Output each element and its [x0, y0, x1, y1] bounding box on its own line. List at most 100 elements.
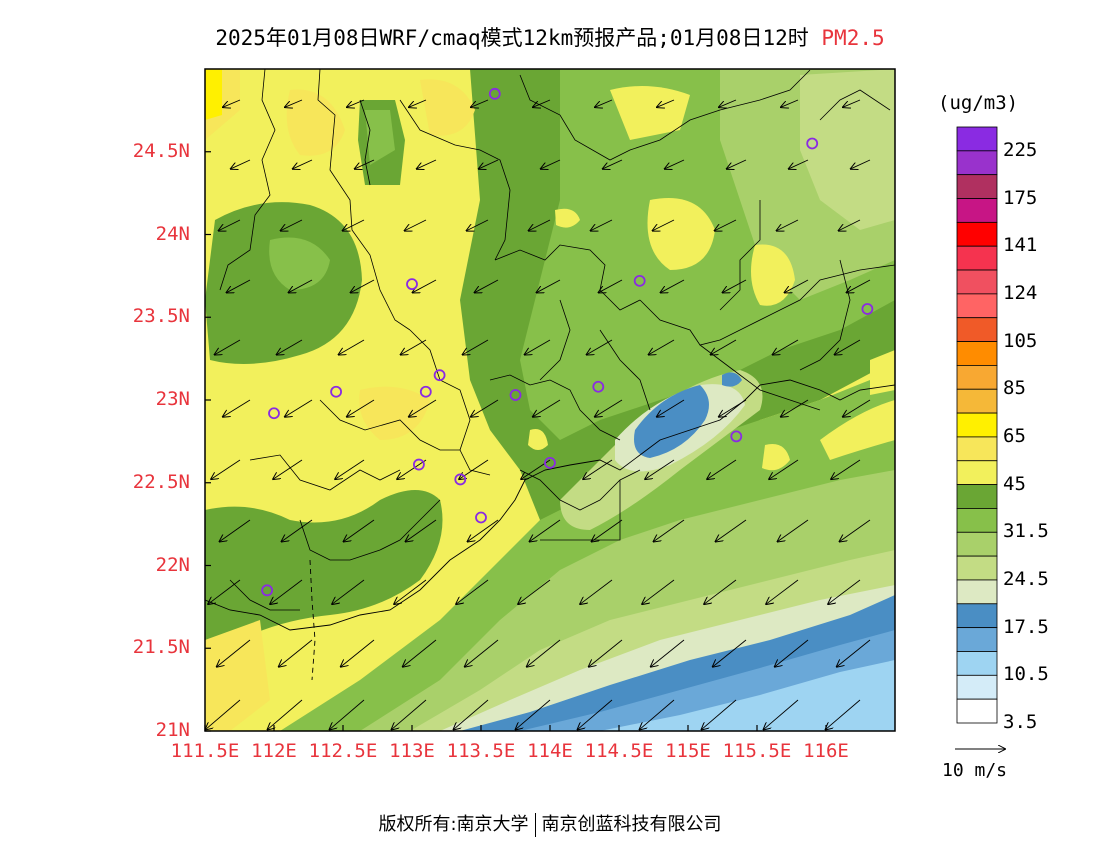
wind-arrow	[775, 639, 809, 667]
wind-arrow	[785, 279, 809, 293]
station-marker	[475, 511, 487, 524]
wind-arrow	[719, 399, 747, 417]
wind-arrow	[217, 639, 251, 667]
wind-arrow	[789, 159, 809, 169]
wind-arrow	[828, 579, 861, 604]
station-marker	[592, 380, 605, 393]
wind-arrow	[713, 639, 747, 667]
wind-arrow	[537, 279, 561, 293]
wind-arrow	[343, 219, 365, 231]
wind-arrow	[516, 699, 551, 729]
colorbar-unit: (ug/m3)	[938, 92, 1019, 114]
wind-arrow	[583, 459, 613, 479]
wind-arrow	[339, 339, 365, 355]
wind-arrow	[773, 339, 799, 355]
wind-arrow	[533, 99, 551, 107]
wind-arrow	[599, 279, 623, 293]
colorbar-swatch	[956, 484, 998, 509]
wind-arrow	[645, 459, 675, 479]
lon-tick-label: 116E	[803, 740, 849, 762]
station-marker	[406, 278, 418, 291]
colorbar-swatch	[956, 364, 998, 390]
wind-arrow	[715, 219, 737, 231]
map-title: 2025年01月08日WRF/cmaq模式12km预报产品;01月08日12时 …	[0, 22, 1100, 52]
copyright-prefix: 版权所有:	[378, 814, 457, 835]
wind-arrow	[479, 159, 499, 169]
colorbar-swatch	[956, 460, 998, 486]
wind-arrow	[282, 519, 313, 542]
lat-tick-label: 23N	[155, 388, 190, 410]
wind-arrow	[781, 399, 809, 417]
station-marker	[454, 473, 467, 486]
wind-arrow	[831, 459, 861, 479]
colorbar-swatch	[956, 603, 998, 629]
wind-arrow	[592, 519, 623, 542]
wind-arrow	[281, 219, 303, 231]
lon-tick-label: 113E	[389, 740, 435, 762]
colorbar-label: 175	[1003, 186, 1038, 209]
wind-arrow	[332, 579, 365, 604]
colorbar-swatch	[956, 341, 998, 366]
wind-arrow	[285, 99, 303, 107]
wind-arrow	[837, 639, 871, 667]
copyright-divider	[534, 813, 536, 837]
monitoring-stations	[261, 87, 874, 597]
colorbar-label: 105	[1003, 329, 1038, 352]
colorbar-swatch	[956, 627, 998, 652]
copyright-org2: 南京创蓝科技有限公司	[541, 814, 722, 835]
colorbar-swatch	[956, 698, 998, 724]
wind-arrow	[591, 219, 613, 231]
wind-arrow	[268, 699, 303, 729]
colorbar-swatch	[956, 531, 998, 557]
wind-arrow	[764, 699, 799, 729]
wind-arrow	[219, 219, 241, 231]
wind-arrow	[642, 579, 675, 604]
lon-tick-label: 112.5E	[308, 740, 378, 762]
wind-arrow	[406, 519, 437, 542]
title-main: 2025年01月08日WRF/cmaq模式12km预报产品;01月08日12时	[215, 26, 809, 50]
wind-arrow	[727, 159, 747, 169]
station-marker	[544, 456, 556, 469]
wind-arrow	[587, 339, 613, 355]
wind-arrow	[702, 699, 737, 729]
lat-tick-label: 24.5N	[132, 139, 190, 162]
colorbar-label: 45	[1003, 472, 1026, 495]
lon-tick-label: 113.5E	[446, 740, 516, 762]
colorbar-swatch	[956, 508, 998, 533]
wind-arrow	[206, 699, 241, 729]
wind-arrow	[293, 159, 313, 169]
colorbar-swatch	[956, 269, 998, 295]
wind-arrow	[654, 519, 685, 542]
wind-arrow	[657, 399, 685, 417]
station-marker	[330, 385, 343, 398]
colorbar-swatch	[956, 436, 998, 462]
concentration-field	[205, 69, 895, 731]
colorbar-label: 65	[1003, 424, 1026, 447]
wind-vectors	[206, 99, 871, 729]
colorbar-swatch	[956, 388, 998, 414]
station-marker	[412, 458, 425, 471]
colorbar-label: 3.5	[1003, 711, 1038, 733]
wind-arrow	[716, 519, 747, 542]
wind-arrow	[471, 399, 499, 417]
colorbar-swatch	[956, 317, 998, 342]
wind-arrow	[580, 579, 613, 604]
colorbar-swatch	[956, 579, 998, 605]
wind-arrow	[220, 519, 251, 542]
wind-arrow	[781, 99, 799, 107]
station-marker	[433, 369, 446, 382]
wind-arrow	[351, 279, 375, 293]
colorbar-swatch	[956, 555, 998, 581]
wind-arrow	[719, 99, 737, 107]
wind-arrow	[541, 159, 561, 169]
colorbar-label: 17.5	[1003, 615, 1049, 638]
copyright-org1: 南京大学	[456, 814, 529, 835]
wind-arrow	[661, 279, 685, 293]
colorbar-swatch	[956, 412, 998, 438]
wind-arrow	[405, 219, 427, 231]
lon-tick-label: 115.5E	[722, 740, 792, 762]
wind-arrow	[211, 459, 241, 479]
wind-arrow	[409, 99, 427, 107]
wind-arrow	[595, 399, 623, 417]
